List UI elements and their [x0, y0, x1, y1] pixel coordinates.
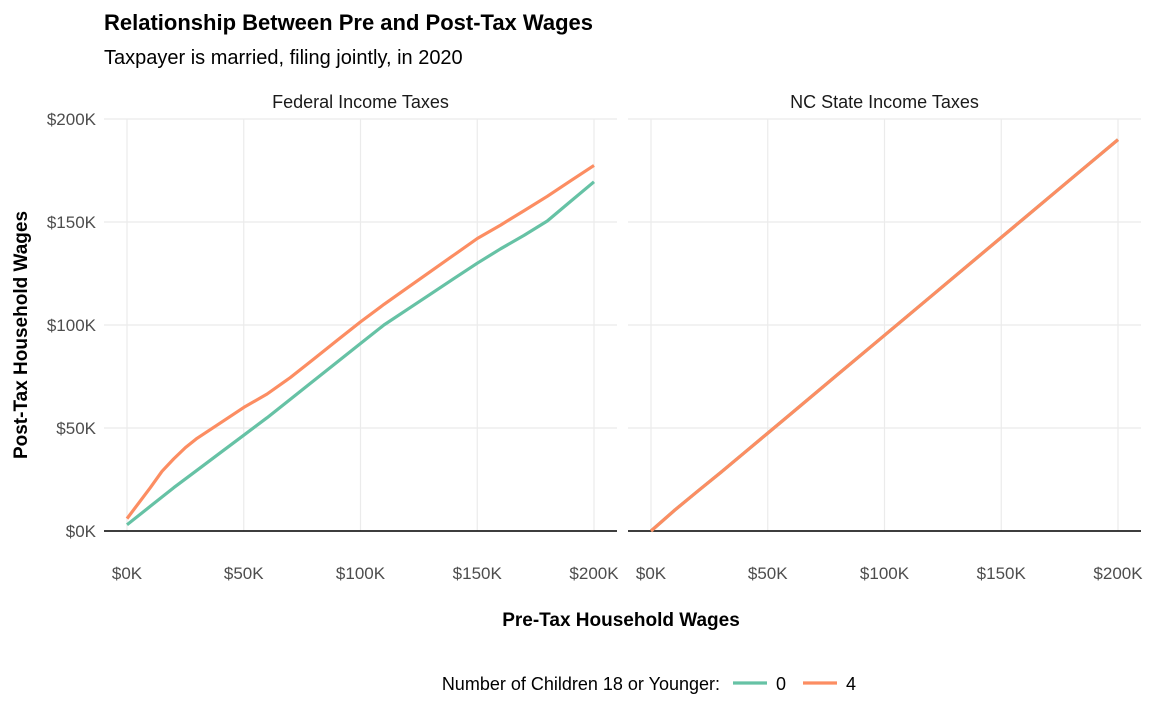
y-tick-label-4: $200K [47, 110, 97, 129]
x-tick-label-federal-4: $200K [569, 564, 619, 583]
panel-title-nc-state: NC State Income Taxes [790, 92, 979, 112]
y-tick-label-2: $100K [47, 316, 97, 335]
x-tick-label-nc-state-3: $150K [977, 564, 1027, 583]
y-tick-label-3: $150K [47, 213, 97, 232]
x-tick-label-federal-1: $50K [224, 564, 264, 583]
legend: Number of Children 18 or Younger: 0 4 [442, 674, 856, 694]
panel-nc-state: NC State Income Taxes $0K $50K $100K $150K $… [628, 92, 1143, 583]
series-line-nc-state-4 [649, 138, 1120, 533]
x-tick-label-federal-3: $150K [453, 564, 503, 583]
y-tick-label-0: $0K [66, 522, 97, 541]
x-tick-label-federal-2: $100K [336, 564, 386, 583]
y-tick-label-1: $50K [56, 419, 96, 438]
legend-title: Number of Children 18 or Younger: [442, 674, 720, 694]
x-tick-label-federal-0: $0K [112, 564, 143, 583]
x-tick-label-nc-state-1: $50K [748, 564, 788, 583]
panel-title-federal: Federal Income Taxes [272, 92, 449, 112]
legend-label-4: 4 [846, 674, 856, 694]
series-line-federal-4 [125, 164, 595, 520]
series-line-federal-0 [126, 180, 596, 527]
chart-title: Relationship Between Pre and Post-Tax Wa… [104, 10, 593, 35]
x-tick-label-nc-state-4: $200K [1093, 564, 1143, 583]
y-axis-label: Post-Tax Household Wages [11, 211, 32, 459]
legend-label-0: 0 [776, 674, 786, 694]
x-tick-label-nc-state-0: $0K [636, 564, 667, 583]
x-axis-label: Pre-Tax Household Wages [502, 610, 740, 631]
chart-subtitle: Taxpayer is married, filing jointly, in … [104, 47, 463, 69]
x-tick-label-nc-state-2: $100K [860, 564, 910, 583]
panel-federal: Federal Income Taxes $0K $50K $100K $150K $2… [47, 92, 619, 583]
